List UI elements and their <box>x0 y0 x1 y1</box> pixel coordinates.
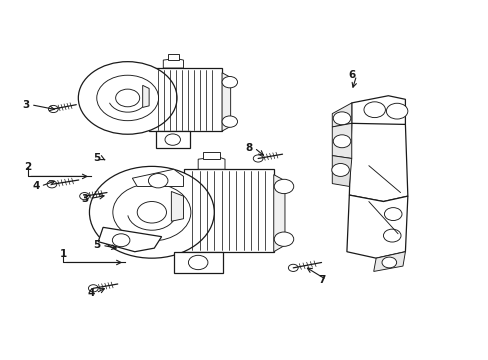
Circle shape <box>88 285 98 292</box>
Polygon shape <box>203 152 220 159</box>
Circle shape <box>332 135 350 148</box>
Text: 6: 6 <box>347 70 355 80</box>
Polygon shape <box>331 156 351 186</box>
Text: 1: 1 <box>60 248 66 258</box>
Circle shape <box>222 116 237 127</box>
Polygon shape <box>198 157 224 169</box>
Polygon shape <box>273 175 285 252</box>
Polygon shape <box>222 73 230 131</box>
Circle shape <box>274 179 293 194</box>
Text: 7: 7 <box>317 275 325 285</box>
Circle shape <box>188 255 207 270</box>
Circle shape <box>384 208 401 221</box>
Polygon shape <box>163 59 183 68</box>
Circle shape <box>48 105 58 113</box>
Circle shape <box>97 75 158 121</box>
Polygon shape <box>142 85 149 107</box>
Text: 5: 5 <box>93 240 101 250</box>
Circle shape <box>288 264 298 271</box>
Text: 2: 2 <box>24 162 31 172</box>
Circle shape <box>363 102 385 118</box>
Text: 8: 8 <box>245 143 252 153</box>
Polygon shape <box>171 192 183 221</box>
Polygon shape <box>346 195 407 258</box>
Polygon shape <box>167 54 179 60</box>
Text: 3: 3 <box>22 100 30 110</box>
Text: 4: 4 <box>87 288 94 298</box>
Circle shape <box>383 229 400 242</box>
Circle shape <box>78 62 177 134</box>
Circle shape <box>116 89 140 107</box>
Circle shape <box>331 163 348 176</box>
Circle shape <box>253 155 263 162</box>
Polygon shape <box>132 169 183 186</box>
Polygon shape <box>351 96 405 130</box>
Polygon shape <box>348 123 407 202</box>
Text: 3: 3 <box>81 194 88 204</box>
Circle shape <box>47 181 57 188</box>
Circle shape <box>137 202 166 223</box>
Polygon shape <box>155 131 189 148</box>
Circle shape <box>89 166 214 258</box>
Circle shape <box>148 174 167 188</box>
Circle shape <box>164 134 180 145</box>
Polygon shape <box>173 252 222 273</box>
Circle shape <box>80 193 89 200</box>
Polygon shape <box>331 123 351 158</box>
Polygon shape <box>373 252 405 271</box>
Polygon shape <box>149 68 222 131</box>
Text: 5: 5 <box>93 153 101 163</box>
Circle shape <box>381 257 396 268</box>
Circle shape <box>112 234 130 247</box>
Polygon shape <box>183 169 273 252</box>
Circle shape <box>113 184 190 241</box>
Circle shape <box>386 103 407 119</box>
Polygon shape <box>331 103 351 127</box>
Circle shape <box>332 112 350 125</box>
Circle shape <box>274 232 293 246</box>
Circle shape <box>222 76 237 88</box>
Polygon shape <box>98 227 161 252</box>
Text: 4: 4 <box>32 181 40 191</box>
